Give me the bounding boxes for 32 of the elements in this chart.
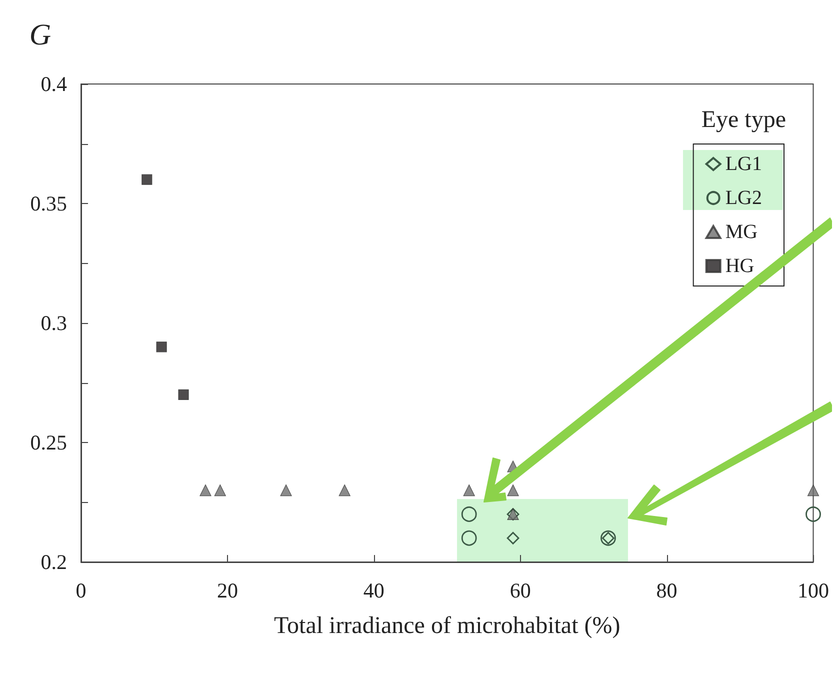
- point: [461, 506, 477, 522]
- y-tick-label: 0.2: [40, 550, 67, 574]
- point: [461, 530, 477, 546]
- x-tick-label: 40: [363, 578, 384, 602]
- y-tick-label: 0.4: [40, 72, 68, 96]
- point: [338, 484, 350, 496]
- y-tick-label: 0.3: [40, 311, 67, 335]
- point: [214, 484, 226, 496]
- x-tick-label: 80: [656, 578, 678, 602]
- point: [463, 484, 475, 496]
- legend-title: Eye type: [701, 107, 786, 133]
- legend-label: HG: [725, 255, 754, 277]
- legend-label: LG2: [725, 187, 762, 209]
- point: [142, 174, 152, 185]
- point: [178, 389, 189, 400]
- point: [507, 484, 519, 496]
- point: [806, 506, 821, 522]
- y-axis-title: G: [29, 18, 52, 52]
- x-axis-title: Total irradiance of microhabitat (%): [274, 613, 620, 639]
- y-tick-label: 0.25: [30, 430, 67, 454]
- x-tick-label: 60: [510, 578, 531, 602]
- x-tick-label: 0: [76, 578, 86, 602]
- y-tick-label: 0.35: [30, 192, 67, 216]
- point: [280, 484, 292, 496]
- legend-label: MG: [725, 221, 758, 243]
- point: [200, 484, 212, 496]
- point: [156, 342, 167, 352]
- x-tick-label: 100: [798, 578, 829, 602]
- point: [506, 532, 520, 544]
- x-tick-label: 20: [216, 578, 238, 602]
- legend-label: LG1: [725, 153, 762, 175]
- point: [807, 484, 820, 496]
